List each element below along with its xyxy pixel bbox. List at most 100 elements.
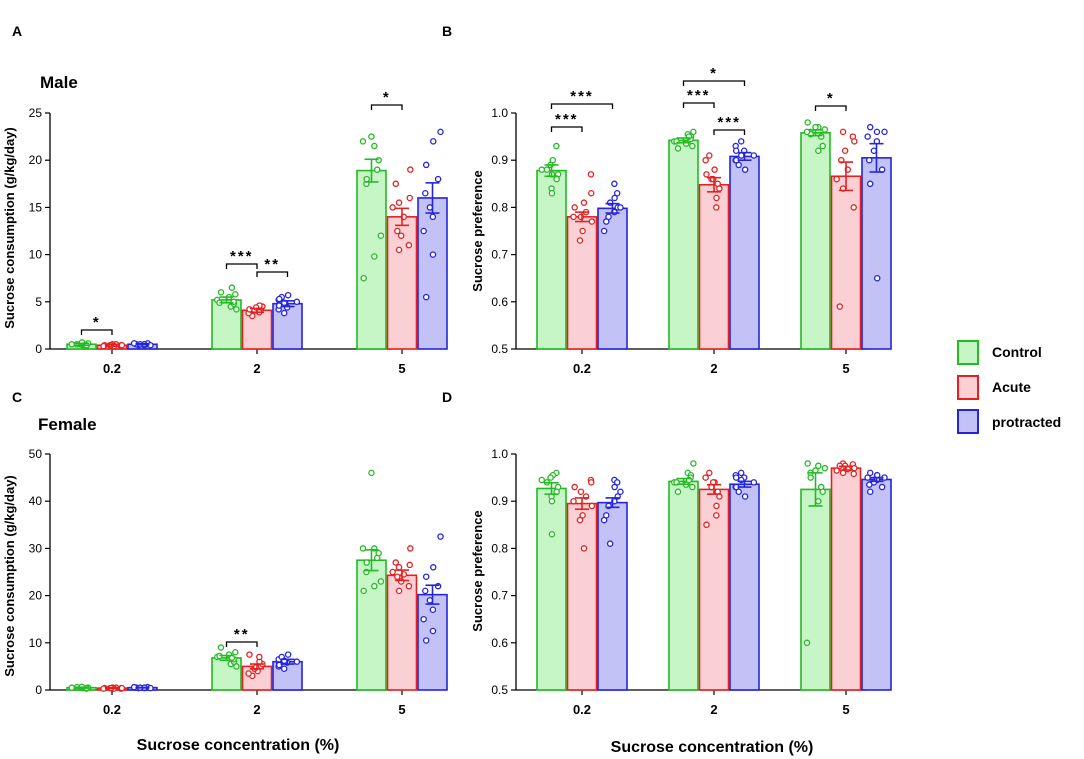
data-point-acute [245, 670, 252, 677]
data-point-protracted [611, 194, 618, 202]
y-axis-label-d: Sucrose preference [470, 510, 485, 631]
data-point-control [804, 460, 811, 467]
bar-control [668, 480, 699, 691]
y-tick-label: 0.7 [491, 589, 508, 603]
data-point-protracted [422, 189, 429, 197]
data-point-protracted [738, 152, 745, 159]
data-point-protracted [284, 651, 292, 658]
data-point-acute [246, 651, 253, 658]
data-point-control [548, 530, 556, 538]
y-tick-label: 25 [29, 106, 43, 120]
data-point-acute [118, 341, 126, 349]
data-point-protracted [420, 615, 427, 623]
bar-acute [241, 309, 273, 350]
x-tick-label: 0.2 [103, 361, 121, 376]
significance-bracket [80, 329, 113, 335]
significance-bracket [225, 641, 258, 647]
legend-swatch-acute [957, 375, 979, 400]
data-point-acute [570, 213, 577, 221]
data-point-protracted [293, 298, 301, 306]
significance-label: * [93, 314, 101, 331]
panel-label-c: C [12, 389, 22, 405]
data-point-acute [706, 469, 713, 477]
significance-bracket [682, 102, 715, 108]
y-tick-label: 50 [29, 447, 43, 461]
y-tick-label: 0 [35, 683, 42, 697]
data-point-acute [576, 237, 584, 244]
data-point-protracted [881, 128, 888, 136]
data-point-control [377, 578, 385, 585]
y-tick-label: 0.9 [491, 153, 508, 167]
y-tick-label: 0.6 [491, 295, 508, 309]
data-point-acute [570, 497, 577, 505]
data-point-protracted [600, 516, 608, 524]
data-point-control [230, 298, 237, 306]
significance-bracket [682, 80, 746, 86]
data-point-acute [587, 171, 595, 178]
data-point-control [538, 476, 546, 484]
data-point-protracted [866, 469, 874, 477]
y-tick-label: 1.0 [491, 106, 508, 120]
data-point-control [689, 142, 696, 150]
bar-acute [566, 502, 598, 691]
data-point-control [819, 488, 826, 496]
significance-label: ** [234, 626, 250, 643]
data-point-protracted [429, 627, 437, 635]
data-point-control [807, 474, 814, 481]
bar-acute [566, 216, 598, 350]
data-point-protracted [603, 218, 610, 225]
bar-acute [698, 488, 730, 691]
data-point-protracted [284, 291, 292, 299]
significance-label: *** [687, 87, 711, 104]
significance-label: * [710, 65, 718, 82]
significance-label: *** [555, 111, 579, 128]
bar-protracted [729, 155, 760, 350]
data-point-protracted [866, 488, 874, 496]
y-tick-label: 0 [35, 342, 42, 356]
data-point-acute [406, 194, 413, 202]
data-point-control [690, 128, 697, 136]
data-point-protracted [429, 138, 437, 145]
data-point-control [228, 284, 236, 291]
data-point-acute [394, 227, 401, 235]
y-tick-label: 0.5 [491, 683, 508, 697]
data-point-control [232, 648, 239, 656]
y-tick-label: 15 [29, 200, 43, 214]
significance-bracket [370, 104, 403, 110]
legend-label-acute: Acute [992, 379, 1031, 395]
data-point-control [815, 462, 822, 470]
data-point-protracted [434, 582, 442, 590]
data-point-control [815, 497, 822, 505]
panel-label-a: A [12, 23, 22, 39]
chart-panel-c: 0 10 20 30 40 50 0.2 2 5 ** [29, 447, 448, 717]
data-point-control [689, 483, 696, 491]
data-point-control [375, 156, 382, 164]
significance-label: *** [230, 248, 254, 265]
data-point-acute [713, 194, 720, 202]
data-point-protracted [280, 309, 288, 317]
data-point-protracted [611, 483, 618, 491]
y-tick-label: 0.5 [491, 342, 508, 356]
data-point-control [819, 142, 826, 150]
y-tick-label: 0.7 [491, 248, 508, 262]
data-point-protracted [437, 128, 444, 136]
data-point-control [232, 290, 239, 298]
data-point-acute [579, 227, 586, 235]
data-point-control [360, 587, 367, 595]
x-tick-label: 2 [253, 361, 260, 376]
data-point-acute [571, 204, 578, 211]
x-tick-label: 5 [842, 702, 849, 717]
significance-bracket [814, 105, 847, 111]
x-tick-label: 0.2 [573, 702, 591, 717]
y-tick-label: 10 [29, 636, 43, 650]
data-point-control [371, 582, 378, 590]
data-point-control [674, 145, 682, 152]
chart-panel-b: 0.50.60.70.80.91.00.2 2 5****** ******** [491, 65, 892, 376]
bar-acute [386, 574, 418, 691]
y-tick-label: 5 [35, 295, 42, 309]
data-point-protracted [275, 302, 283, 309]
data-point-protracted [866, 123, 874, 131]
significance-label: ** [264, 256, 280, 273]
data-point-protracted [422, 161, 430, 169]
